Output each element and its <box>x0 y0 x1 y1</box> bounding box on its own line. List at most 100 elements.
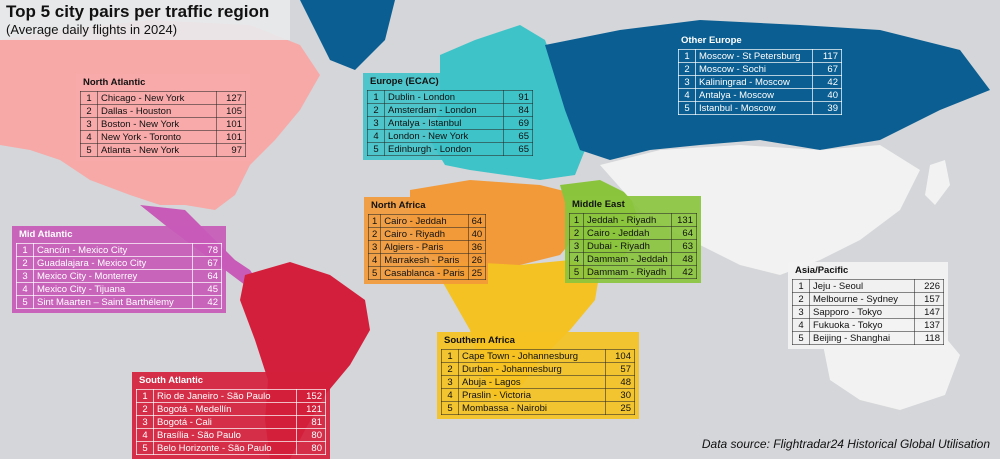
greenland-shape <box>300 0 395 70</box>
table-cell: 64 <box>467 214 487 228</box>
table-row: 1 Cancún - Mexico City 78 <box>16 243 222 257</box>
table-row: 5 Belo Horizonte - São Paulo 80 <box>136 441 326 455</box>
table-row: 4 Dammam - Jeddah 48 <box>568 252 698 266</box>
table-row: 1 Jeddah - Riyadh 131 <box>568 213 698 227</box>
table-cell: 42 <box>192 295 222 309</box>
table-cell: 1 <box>16 243 34 257</box>
table-cell: 2 <box>80 104 98 118</box>
southern-africa-shape <box>430 260 600 400</box>
table-cell: 65 <box>503 142 533 156</box>
region-southern-africa: Southern Africa 1 Cape Town - Johannesbur… <box>437 332 639 419</box>
table-row: 1 Rio de Janeiro - São Paulo 152 <box>136 389 326 403</box>
table-cell: Moscow - Sochi <box>695 62 813 76</box>
region-table: 1 Rio de Janeiro - São Paulo 152 2 Bogotá -… <box>136 389 326 455</box>
table-cell: 4 <box>568 252 585 266</box>
table-cell: 5 <box>792 331 810 345</box>
table-cell: Dammam - Jeddah <box>583 252 672 266</box>
table-row: 4 London - New York 65 <box>367 129 533 143</box>
map-title: Top 5 city pairs per traffic region <box>6 2 270 21</box>
table-cell: 36 <box>467 240 487 254</box>
table-cell: 152 <box>296 389 326 403</box>
table-cell: 137 <box>914 318 944 332</box>
table-row: 3 Algiers - Paris 36 <box>367 240 487 254</box>
region-title: Asia/Pacific <box>795 265 849 276</box>
table-cell: 1 <box>367 214 382 228</box>
table-row: 3 Sapporo - Tokyo 147 <box>792 305 944 319</box>
table-cell: Bogotá - Cali <box>153 415 297 429</box>
table-row: 1 Cairo - Jeddah 64 <box>367 214 487 228</box>
region-middle-east: Middle East 1 Jeddah - Riyadh 131 2 Cairo -… <box>565 196 701 283</box>
table-cell: Edinburgh - London <box>384 142 504 156</box>
table-cell: 1 <box>792 279 810 293</box>
table-cell: Cape Town - Johannesburg <box>458 349 606 363</box>
table-cell: 101 <box>216 117 246 131</box>
table-cell: Fukuoka - Tokyo <box>809 318 915 332</box>
table-cell: 57 <box>605 362 635 376</box>
table-cell: Dallas - Houston <box>97 104 217 118</box>
table-cell: Bogotá - Medellín <box>153 402 297 416</box>
table-cell: 5 <box>367 142 385 156</box>
table-cell: 91 <box>503 90 533 104</box>
region-title: Southern Africa <box>444 335 515 346</box>
table-row: 1 Chicago - New York 127 <box>80 91 246 105</box>
table-cell: 4 <box>367 129 385 143</box>
table-cell: 26 <box>467 253 487 267</box>
table-row: 2 Cairo - Riyadh 40 <box>367 227 487 241</box>
table-cell: 5 <box>441 401 459 415</box>
table-cell: Marrakesh - Paris <box>380 253 469 267</box>
table-cell: Brasília - São Paulo <box>153 428 297 442</box>
table-cell: Atlanta - New York <box>97 143 217 157</box>
table-cell: Cairo - Jeddah <box>380 214 469 228</box>
table-cell: 3 <box>16 269 34 283</box>
map-subtitle: (Average daily flights in 2024) <box>6 22 178 37</box>
table-cell: 4 <box>80 130 98 144</box>
table-cell: 3 <box>678 75 696 89</box>
table-cell: 2 <box>441 362 459 376</box>
table-cell: New York - Toronto <box>97 130 217 144</box>
table-cell: Chicago - New York <box>97 91 217 105</box>
table-cell: 2 <box>136 402 154 416</box>
region-title: South Atlantic <box>139 375 204 386</box>
table-cell: 3 <box>80 117 98 131</box>
table-row: 5 Sint Maarten – Saint Barthélemy 42 <box>16 295 222 309</box>
table-cell: 42 <box>812 75 842 89</box>
table-cell: Melbourne - Sydney <box>809 292 915 306</box>
table-cell: 64 <box>670 226 698 240</box>
table-cell: 4 <box>792 318 810 332</box>
table-cell: Mombassa - Nairobi <box>458 401 606 415</box>
table-cell: 40 <box>812 88 842 102</box>
table-cell: 80 <box>296 428 326 442</box>
table-cell: 226 <box>914 279 944 293</box>
table-cell: 4 <box>136 428 154 442</box>
table-cell: 64 <box>192 269 222 283</box>
table-cell: Cairo - Jeddah <box>583 226 672 240</box>
region-table: 1 Cancún - Mexico City 78 2 Guadalajara - M… <box>16 243 222 309</box>
table-cell: 2 <box>367 103 385 117</box>
table-row: 2 Bogotá - Medellín 121 <box>136 402 326 416</box>
table-cell: Antalya - Moscow <box>695 88 813 102</box>
table-cell: 30 <box>605 388 635 402</box>
table-cell: 5 <box>568 265 585 279</box>
table-cell: 3 <box>441 375 459 389</box>
table-cell: 5 <box>80 143 98 157</box>
region-table: 1 Cairo - Jeddah 64 2 Cairo - Riyadh 40 3 Alg… <box>367 214 487 280</box>
table-row: 2 Durban - Johannesburg 57 <box>441 362 635 376</box>
table-row: 2 Cairo - Jeddah 64 <box>568 226 698 240</box>
table-cell: 5 <box>16 295 34 309</box>
table-cell: 118 <box>914 331 944 345</box>
table-cell: 45 <box>192 282 222 296</box>
table-cell: 63 <box>670 239 698 253</box>
table-cell: 48 <box>670 252 698 266</box>
region-table: 1 Moscow - St Petersburg 117 2 Moscow - Soc… <box>678 49 842 115</box>
asia-shape <box>600 145 920 275</box>
table-cell: Praslin - Victoria <box>458 388 606 402</box>
table-cell: Jeddah - Riyadh <box>583 213 672 227</box>
table-cell: 5 <box>367 266 382 280</box>
table-row: 5 Edinburgh - London 65 <box>367 142 533 156</box>
region-title: North Atlantic <box>83 77 146 88</box>
table-cell: Rio de Janeiro - São Paulo <box>153 389 297 403</box>
table-cell: 2 <box>678 62 696 76</box>
table-row: 4 Fukuoka - Tokyo 137 <box>792 318 944 332</box>
table-row: 5 Beijing - Shanghai 118 <box>792 331 944 345</box>
